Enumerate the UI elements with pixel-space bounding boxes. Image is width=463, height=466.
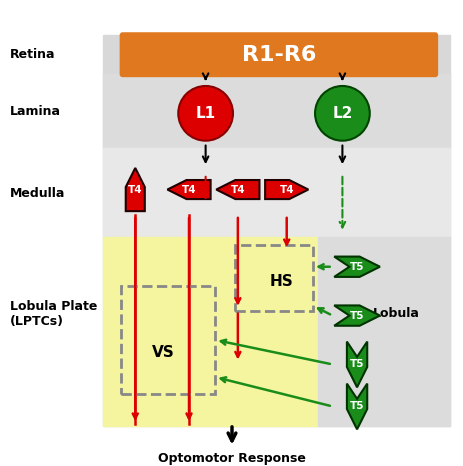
Circle shape	[314, 86, 369, 141]
Polygon shape	[264, 180, 307, 199]
Text: T4: T4	[230, 185, 244, 194]
Polygon shape	[216, 180, 259, 199]
Text: HS: HS	[269, 274, 293, 289]
Text: T5: T5	[349, 311, 363, 321]
Text: T5: T5	[349, 359, 363, 370]
Bar	[103, 237, 317, 426]
Text: T5: T5	[349, 401, 363, 411]
Polygon shape	[167, 180, 210, 199]
Text: T4: T4	[128, 185, 142, 194]
Text: Lamina: Lamina	[10, 105, 61, 118]
Text: Optomotor Response: Optomotor Response	[158, 452, 305, 466]
Text: Medulla: Medulla	[10, 187, 65, 200]
Text: T4: T4	[279, 185, 294, 194]
Text: R1-R6: R1-R6	[241, 45, 315, 65]
Bar	[103, 148, 449, 237]
Bar	[103, 74, 449, 148]
Circle shape	[178, 86, 232, 141]
Bar	[317, 237, 449, 426]
Text: VS: VS	[152, 345, 175, 360]
Polygon shape	[333, 257, 379, 277]
Bar	[103, 35, 449, 426]
Bar	[234, 245, 313, 311]
Text: L1: L1	[195, 106, 215, 121]
Text: L2: L2	[332, 106, 352, 121]
FancyBboxPatch shape	[119, 32, 437, 77]
Text: Retina: Retina	[10, 48, 56, 61]
Text: T4: T4	[181, 185, 196, 194]
Text: T5: T5	[349, 262, 363, 272]
Bar	[120, 286, 215, 394]
Polygon shape	[333, 305, 379, 326]
Polygon shape	[346, 342, 366, 387]
Text: Lobula Plate
(LPTCs): Lobula Plate (LPTCs)	[10, 300, 97, 328]
Polygon shape	[346, 384, 366, 429]
Polygon shape	[125, 168, 144, 211]
Text: Lobula: Lobula	[372, 307, 419, 320]
